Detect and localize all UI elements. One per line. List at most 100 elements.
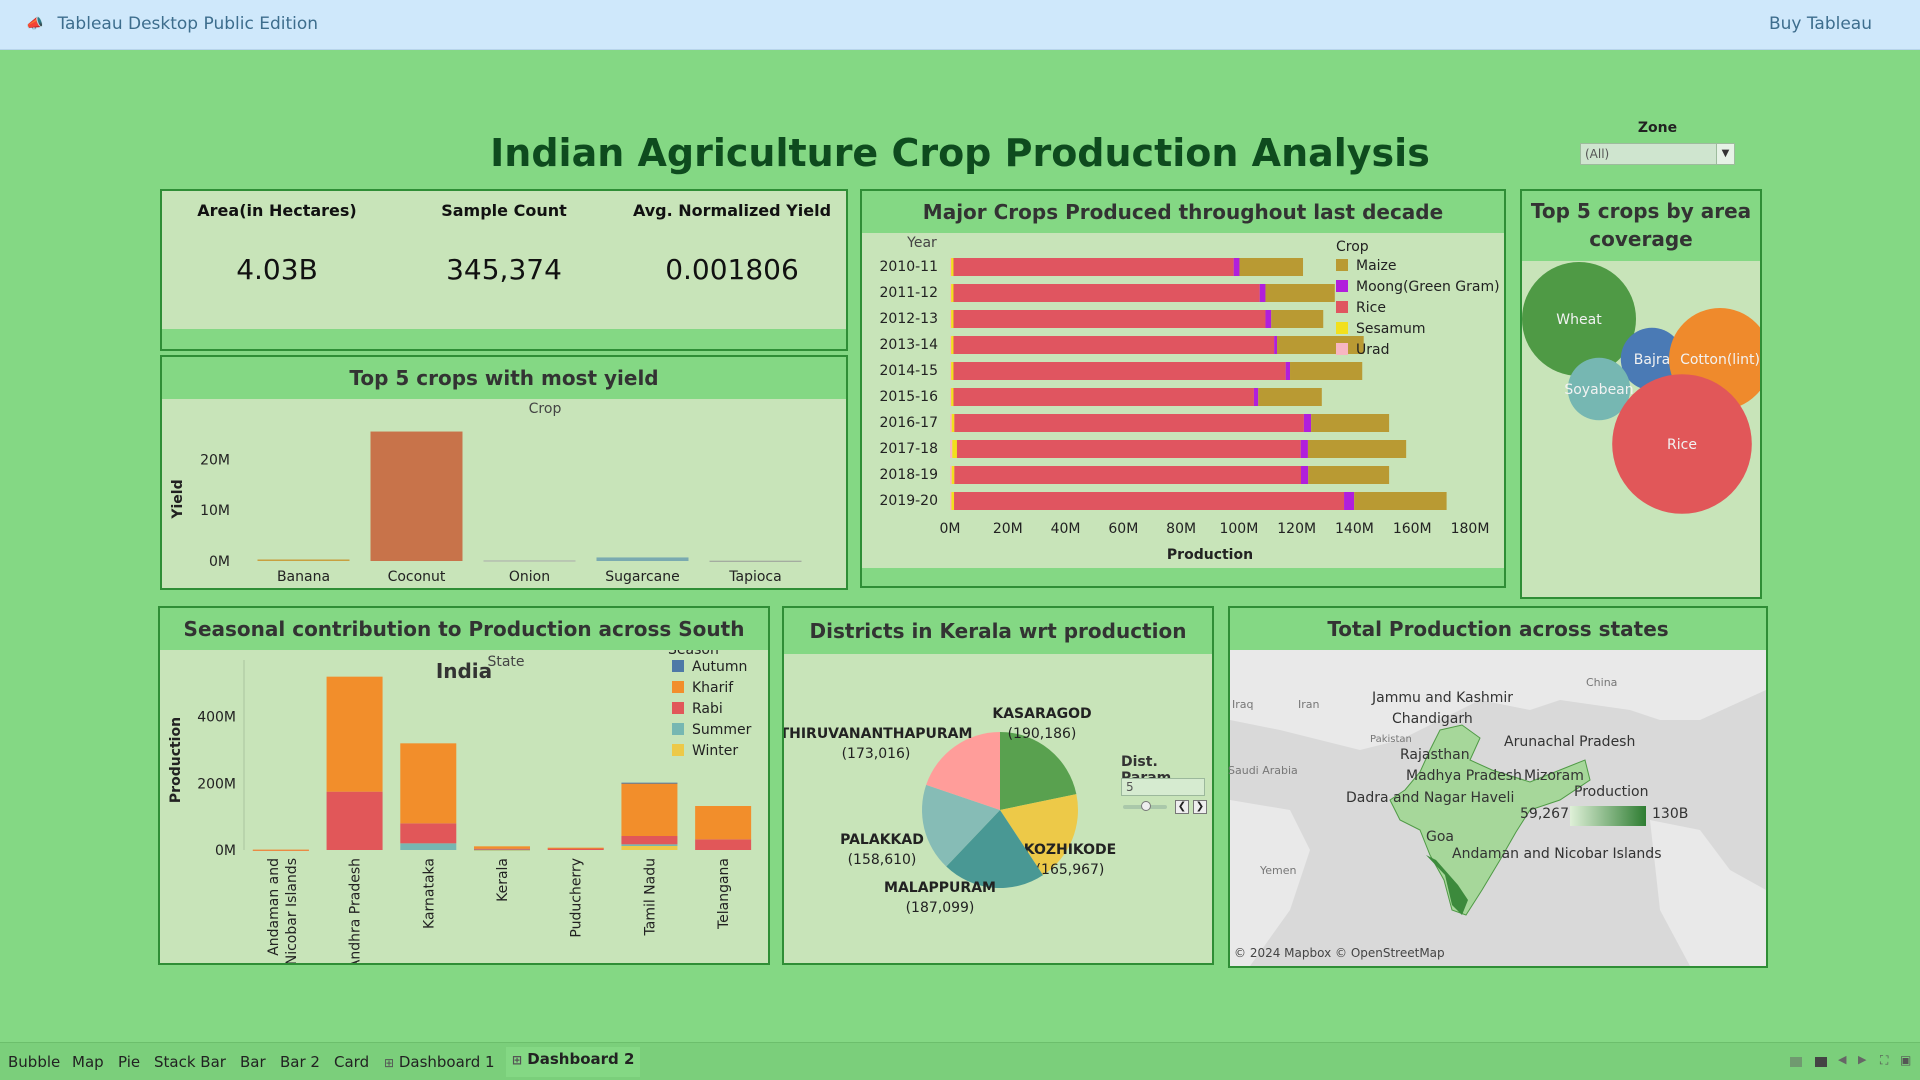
seasonal-bar-segment [474,846,530,849]
india-map[interactable] [1230,650,1766,966]
decade-bar-segment [950,388,952,406]
buy-tableau-link[interactable]: Buy Tableau [1768,14,1872,34]
seasonal-bar-segment [621,846,678,850]
map-label-country-3: China [1586,676,1618,689]
decade-tick-label: 160M [1393,521,1432,537]
decade-bar-segment [950,284,952,302]
pie-label-value: (158,610) [848,852,917,868]
decade-bar-segment [950,466,952,484]
map-label-state-8: Andaman and Nicobar Islands [1452,846,1662,862]
map-label-state-3: Rajasthan [1400,747,1470,763]
seasonal-category-label: Andhra Pradesh [348,858,364,963]
tab-dashboard-2-label: Dashboard 2 [527,1050,635,1068]
decade-bar-segment [1253,388,1259,406]
bubble-label: Bajra [1634,352,1670,368]
yield-category-label: Banana [277,569,330,585]
decade-legend-label: Rice [1356,300,1386,316]
decade-bar-segment [950,258,952,276]
map-label-state-0: Jammu and Kashmir [1372,690,1514,706]
chevron-down-icon[interactable]: ▼ [1716,144,1734,164]
app-title-area: 📣 Tableau Desktop Public Edition [26,14,318,34]
dist-param-input[interactable]: 5 [1121,778,1205,796]
kpi-sample-count-value: 345,374 [446,253,562,286]
decade-bar-segment [950,362,952,380]
seasonal-category-label: Karnataka [421,858,437,929]
kerala-chart-title: Districts in Kerala wrt production [784,608,1212,654]
seasonal-ylabel: Production [168,717,184,803]
decade-bar-segment [953,310,1266,328]
decade-bar-segment [953,284,1260,302]
chevron-left-icon[interactable]: ◀ [1838,1053,1847,1066]
seasonal-bar-segment [400,743,457,824]
kerala-pie-panel: Districts in Kerala wrt production KASAR… [782,606,1214,965]
decade-legend-label: Maize [1356,258,1397,274]
sheet-sorter-icon[interactable] [1790,1057,1802,1067]
seasonal-bar-segment [621,844,678,846]
filmstrip-icon[interactable] [1815,1057,1827,1067]
decade-bar-segment [1311,414,1390,432]
decade-bar-segment [1300,440,1308,458]
seasonal-chart: State Production 0M 200M 400M Andaman and Nico… [168,650,752,963]
tab-pie[interactable]: Pie [118,1053,141,1071]
zone-filter-dropdown[interactable]: (All) ▼ [1580,143,1735,165]
map-legend-title: Production [1574,784,1649,800]
dist-param-slider[interactable] [1123,801,1167,811]
yield-category-label: Coconut [388,569,446,585]
seasonal-legend-label: Summer [692,722,752,738]
tab-card[interactable]: Card [334,1053,370,1071]
kpi-card-panel: Area(in Hectares) Sample Count Avg. Norm… [160,189,848,351]
map-label-country-5: Yemen [1260,864,1297,877]
chevron-right-icon[interactable]: ▶ [1858,1053,1867,1066]
pie-label-name: KASARAGOD [992,706,1091,722]
tab-dashboard-1[interactable]: ⊞ Dashboard 1 [384,1053,495,1071]
seasonal-category-label: Telangana [716,858,732,930]
tab-bar[interactable]: Bar [240,1053,266,1071]
decade-chart-panel: Major Crops Produced throughout last dec… [860,189,1506,588]
decade-tick-label: 0M [940,521,961,537]
decade-year-label: 2018-19 [880,467,939,483]
param-next-button[interactable]: ❯ [1193,800,1207,814]
decade-bar-segment [1354,492,1447,510]
decade-legend-label: Urad [1356,342,1389,358]
pie-slice-kozhikode [1000,794,1078,876]
tab-map[interactable]: Map [72,1053,104,1071]
app-title: Tableau Desktop Public Edition [57,14,319,34]
map-legend-gradient [1570,806,1646,826]
yield-bar [483,560,576,562]
tab-dashboard-2[interactable]: ⊞ Dashboard 2 [506,1047,641,1077]
param-prev-button[interactable]: ❮ [1175,800,1189,814]
tab-bubble[interactable]: Bubble [8,1053,61,1071]
pie-slice-kasaragod [1000,732,1077,810]
map-credit[interactable]: © 2024 Mapbox © OpenStreetMap [1234,946,1445,960]
decade-tick-label: 40M [1051,521,1081,537]
tab-dashboard-1-label: Dashboard 1 [398,1053,495,1071]
tab-stack-bar[interactable]: Stack Bar [154,1053,226,1071]
dashboard-grid-icon: ⊞ [512,1053,523,1067]
decade-bar-segment [950,336,952,354]
seasonal-chart-title: Seasonal contribution to Production acro… [160,608,768,683]
decade-bar-segment [1259,284,1266,302]
seasonal-bar-segment [695,806,752,840]
bubble-label: Soyabean [1564,382,1633,398]
pie-label-value: (165,967) [1036,862,1105,878]
present-icon[interactable]: ▣ [1900,1053,1912,1067]
kpi-avg-yield-label: Avg. Normalized Yield [632,201,832,220]
pie-label-name: KOZHIKODE [1024,842,1117,858]
slider-thumb[interactable] [1141,801,1151,811]
decade-bar-segment [1301,466,1309,484]
decade-bar-segment [951,388,954,406]
megaphone-icon: 📣 [26,16,44,32]
decade-bar-segment [953,258,1234,276]
seasonal-legend-title: Season [668,650,719,658]
dashboard-grid-icon: ⊞ [384,1056,395,1070]
bubble-rice [1612,374,1752,514]
seasonal-bar-segment [400,823,457,844]
yield-bar [596,557,689,561]
decade-bar-segment [1265,284,1335,302]
tab-bar-2[interactable]: Bar 2 [280,1053,320,1071]
map-label-country-4: Saudi Arabia [1228,764,1298,777]
decade-tick-label: 80M [1166,521,1196,537]
seasonal-category-label: Kerala [495,858,511,902]
seasonal-bar-segment [621,783,678,836]
fullscreen-icon[interactable]: ⛶ [1880,1053,1889,1067]
